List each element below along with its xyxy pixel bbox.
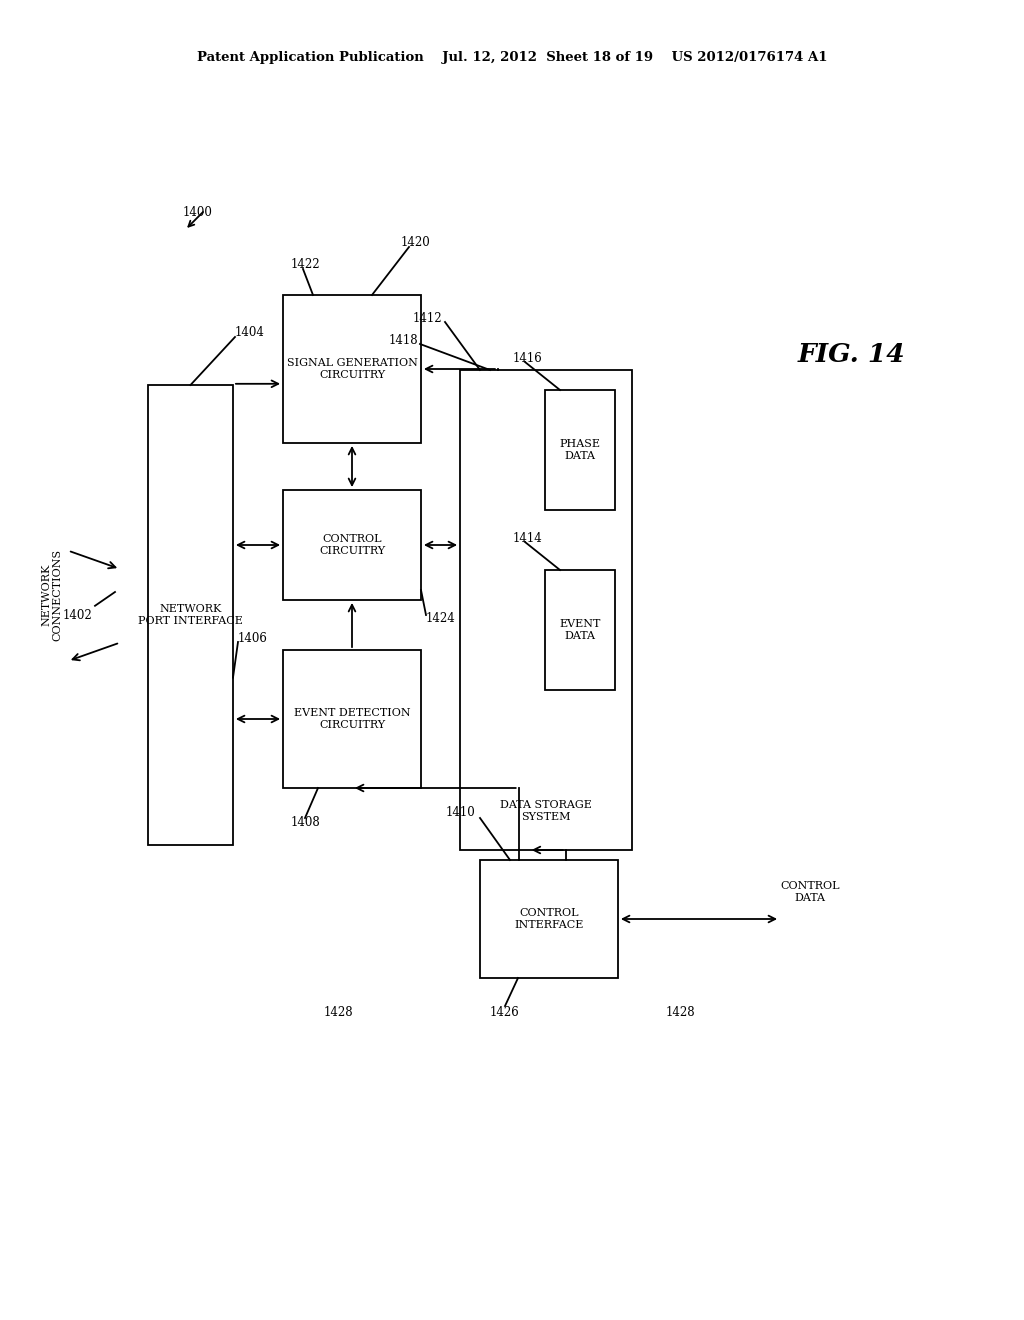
Bar: [460, 370, 632, 850]
Text: 1410: 1410: [445, 805, 475, 818]
Bar: [545, 570, 615, 690]
Text: NETWORK
CONNECTIONS: NETWORK CONNECTIONS: [41, 549, 62, 642]
Text: 1402: 1402: [62, 610, 92, 622]
Bar: [283, 294, 421, 444]
Text: 1428: 1428: [666, 1006, 695, 1019]
Text: DATA STORAGE
SYSTEM: DATA STORAGE SYSTEM: [500, 800, 592, 822]
Text: 1418: 1418: [388, 334, 418, 346]
Text: EVENT DETECTION
CIRCUITRY: EVENT DETECTION CIRCUITRY: [294, 709, 411, 730]
Text: 1426: 1426: [490, 1006, 520, 1019]
Text: Patent Application Publication    Jul. 12, 2012  Sheet 18 of 19    US 2012/01761: Patent Application Publication Jul. 12, …: [197, 51, 827, 65]
Text: 1404: 1404: [234, 326, 265, 339]
Text: NETWORK
PORT INTERFACE: NETWORK PORT INTERFACE: [138, 605, 243, 626]
Text: 1420: 1420: [401, 236, 431, 249]
Text: 1428: 1428: [324, 1006, 353, 1019]
Text: 1416: 1416: [513, 351, 543, 364]
Text: 1408: 1408: [291, 817, 321, 829]
Text: EVENT
DATA: EVENT DATA: [559, 619, 601, 640]
Text: FIG. 14: FIG. 14: [798, 342, 905, 367]
Text: 1406: 1406: [238, 631, 268, 644]
Text: SIGNAL GENERATION
CIRCUITRY: SIGNAL GENERATION CIRCUITRY: [287, 358, 418, 380]
Text: 1412: 1412: [413, 312, 442, 325]
Text: 1414: 1414: [513, 532, 543, 544]
Bar: [283, 649, 421, 788]
Bar: [480, 861, 618, 978]
Bar: [545, 389, 615, 510]
Text: CONTROL
DATA: CONTROL DATA: [780, 882, 840, 903]
Text: 1424: 1424: [426, 611, 456, 624]
Text: PHASE
DATA: PHASE DATA: [559, 440, 600, 461]
Text: 1400: 1400: [183, 206, 213, 219]
Bar: [283, 490, 421, 601]
Bar: [148, 385, 233, 845]
Text: 1422: 1422: [291, 259, 321, 272]
Text: CONTROL
INTERFACE: CONTROL INTERFACE: [514, 908, 584, 929]
Text: CONTROL
CIRCUITRY: CONTROL CIRCUITRY: [318, 535, 385, 556]
